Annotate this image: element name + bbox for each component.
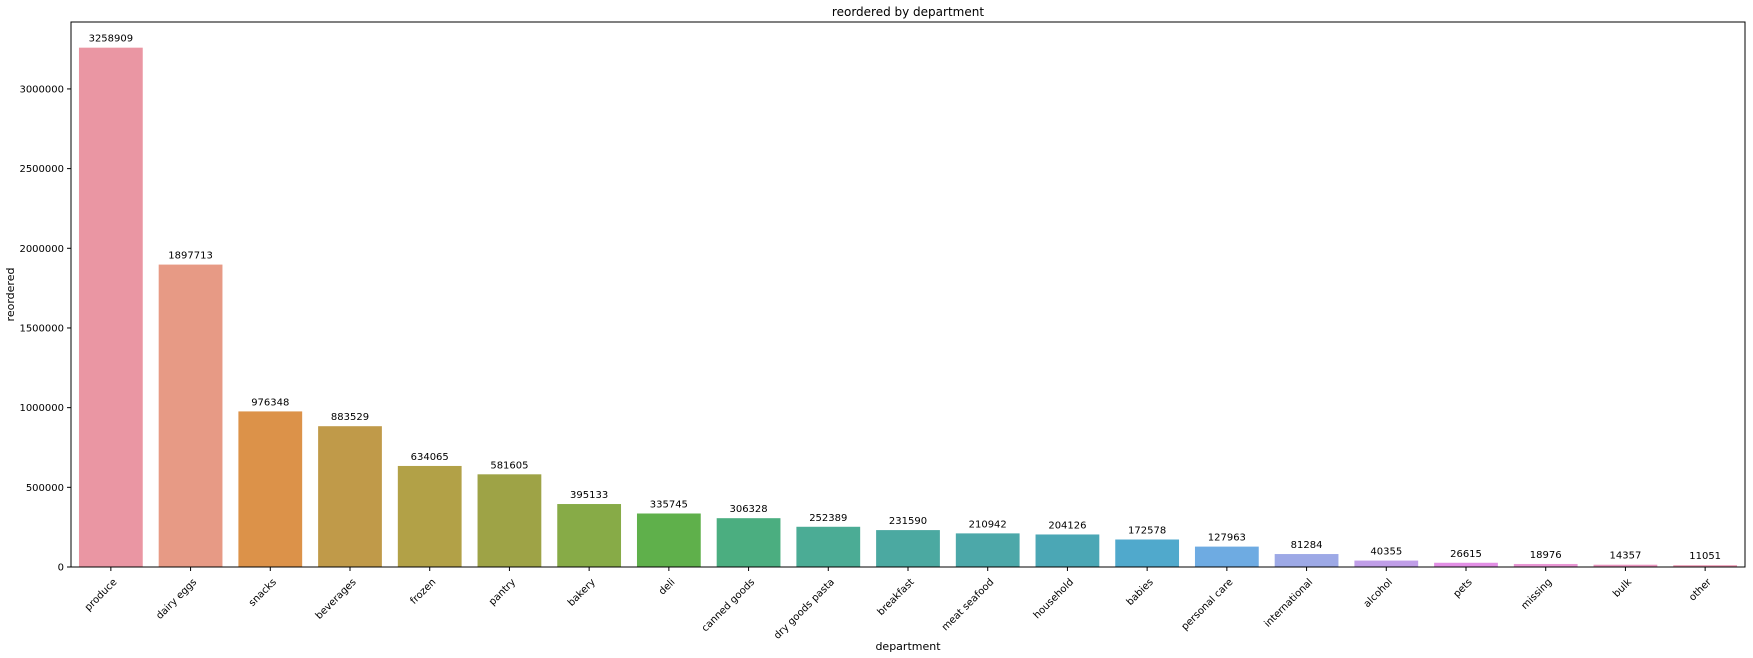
y-tick-label: 1500000 <box>19 323 64 334</box>
bar-bulk <box>1593 564 1658 567</box>
x-tick-label: personal care <box>1180 577 1236 633</box>
x-tick-label: babies <box>1125 577 1156 608</box>
bar-bakery <box>557 504 622 567</box>
y-tick-label: 2500000 <box>19 164 64 175</box>
bar-other <box>1673 565 1738 567</box>
x-axis: produce dairy eggs snacks beverages frozen pa… <box>83 567 1714 642</box>
x-tick-label: deli <box>657 577 678 598</box>
bar-frozen <box>397 465 462 567</box>
bar-household <box>1035 534 1100 567</box>
bar-deli <box>636 513 701 567</box>
x-tick-label: other <box>1687 576 1714 603</box>
bar-babies <box>1115 539 1180 567</box>
x-tick-label: alcohol <box>1362 577 1395 610</box>
bar-personal-care <box>1194 546 1259 567</box>
data-label: 210942 <box>969 519 1007 530</box>
data-label: 172578 <box>1128 525 1166 536</box>
x-tick-label: meat seafood <box>940 577 996 633</box>
x-axis-label: department <box>875 640 941 653</box>
y-tick-label: 2000000 <box>19 244 64 255</box>
x-tick-label: snacks <box>247 577 279 609</box>
x-tick-label: beverages <box>314 577 359 622</box>
x-tick-label: pets <box>1452 577 1475 600</box>
data-label: 335745 <box>650 499 688 510</box>
chart-title: reordered by department <box>832 5 984 19</box>
x-tick-label: bakery <box>566 577 598 609</box>
bar-beverages <box>318 426 382 567</box>
data-labels-group: 3258909 1897713 976348 883529 634065 581605 39… <box>89 34 1721 563</box>
data-label: 40355 <box>1370 547 1402 558</box>
y-axis-label: reordered <box>4 268 17 322</box>
data-label: 3258909 <box>89 34 134 45</box>
x-tick-label: dry goods pasta <box>772 577 837 642</box>
data-label: 306328 <box>729 504 767 515</box>
data-label: 231590 <box>889 516 927 527</box>
data-label: 252389 <box>809 513 847 524</box>
bar-pantry <box>477 474 542 567</box>
data-label: 634065 <box>411 452 449 463</box>
bar-canned-goods <box>716 518 781 567</box>
data-label: 976348 <box>251 397 289 408</box>
y-tick-label: 500000 <box>26 483 64 494</box>
bar-dairy-eggs <box>158 264 223 567</box>
bar-international <box>1274 554 1339 567</box>
x-tick-label: canned goods <box>700 577 757 634</box>
y-tick-label: 0 <box>58 563 64 574</box>
bars-group <box>78 47 1738 567</box>
bar-dry-goods-pasta <box>796 526 861 567</box>
x-tick-label: breakfast <box>876 577 917 618</box>
plot-frame <box>70 21 1746 568</box>
bar-produce <box>78 47 143 567</box>
x-tick-label: frozen <box>408 577 438 607</box>
data-label: 581605 <box>490 460 528 471</box>
bar-meat-seafood <box>955 533 1020 567</box>
data-label: 26615 <box>1450 549 1482 560</box>
bar-breakfast <box>876 530 940 567</box>
data-label: 395133 <box>570 490 608 501</box>
bar-pets <box>1434 562 1498 567</box>
x-tick-label: household <box>1032 577 1076 621</box>
data-label: 204126 <box>1048 520 1086 531</box>
x-tick-label: international <box>1262 577 1315 630</box>
x-tick-label: pantry <box>487 577 518 608</box>
data-label: 18976 <box>1530 550 1562 561</box>
x-tick-label: produce <box>83 577 120 614</box>
data-label: 14357 <box>1610 551 1642 562</box>
bar-snacks <box>238 411 303 567</box>
x-tick-label: missing <box>1519 577 1554 612</box>
bar-missing <box>1513 563 1578 567</box>
y-tick-label: 1000000 <box>19 403 64 414</box>
x-tick-label: dairy eggs <box>154 577 199 622</box>
data-label: 127963 <box>1208 533 1246 544</box>
data-label: 81284 <box>1291 540 1323 551</box>
y-axis: 0 500000 1000000 1500000 2000000 2500000 30000… <box>19 84 71 574</box>
y-tick-label: 3000000 <box>19 84 64 95</box>
bar-alcohol <box>1354 560 1419 567</box>
data-label: 1897713 <box>168 251 213 262</box>
data-label: 11051 <box>1689 551 1721 562</box>
data-label: 883529 <box>331 412 369 423</box>
x-tick-label: bulk <box>1611 577 1634 600</box>
